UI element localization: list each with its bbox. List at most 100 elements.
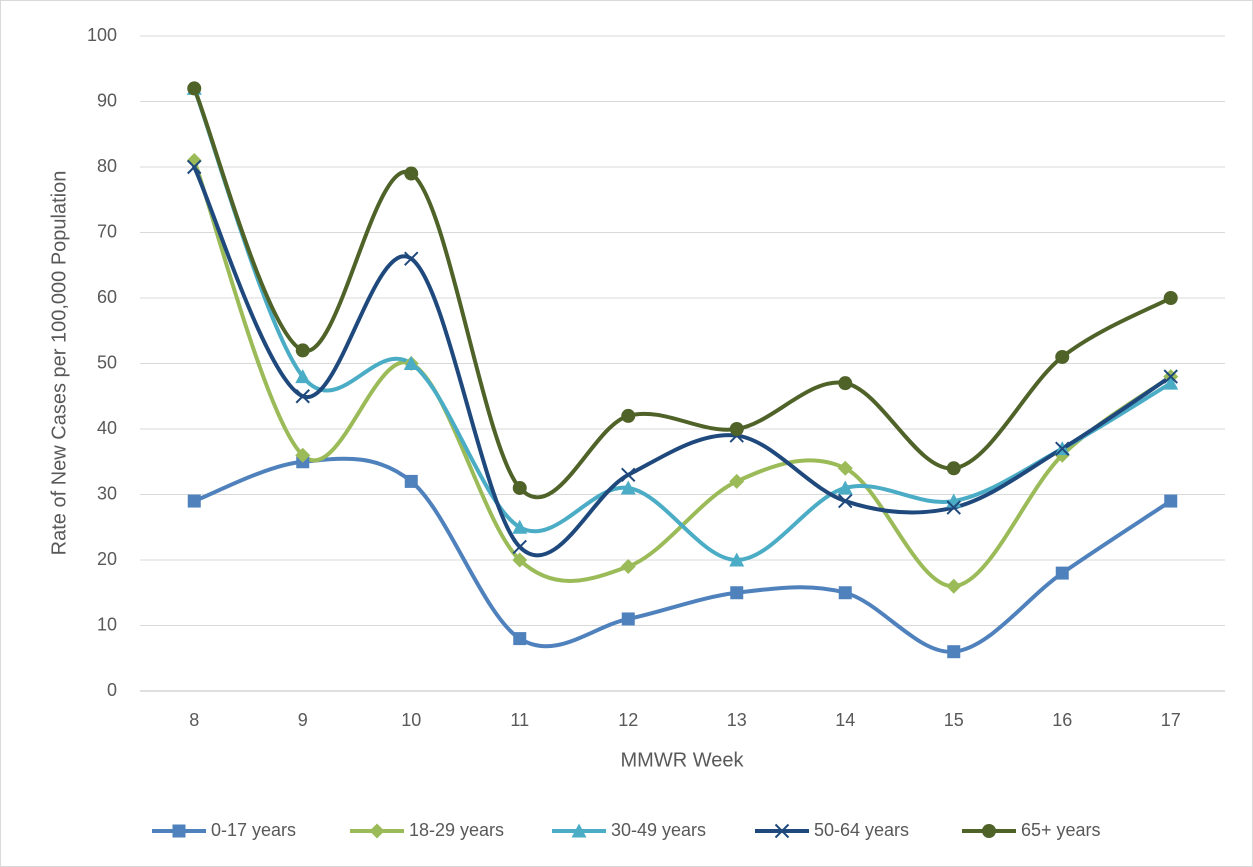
marker	[404, 474, 418, 488]
marker-shape	[571, 823, 587, 838]
series-line	[192, 165, 1173, 558]
y-tick-label: 20	[97, 549, 117, 569]
marker-shape	[187, 159, 202, 175]
y-axis-label: Rate of New Cases per 100,000 Population	[48, 171, 70, 556]
marker	[1163, 375, 1179, 390]
marker-shape	[621, 467, 636, 483]
marker-shape	[295, 447, 311, 463]
marker-shape	[512, 480, 527, 495]
marker	[946, 500, 961, 515]
marker-shape	[1163, 291, 1178, 305]
marker-shape	[946, 500, 961, 515]
marker	[187, 81, 202, 96]
marker	[774, 823, 790, 839]
marker-shape	[620, 480, 636, 495]
marker-shape	[172, 824, 186, 838]
marker	[837, 480, 853, 495]
marker-shape	[1055, 441, 1070, 456]
marker-shape	[513, 632, 527, 646]
series-line	[192, 86, 1173, 500]
marker-shape	[838, 376, 853, 391]
marker	[512, 519, 528, 534]
marker-shape	[1055, 349, 1070, 364]
x-tick-label: 9	[298, 710, 308, 730]
y-tick-label: 50	[97, 352, 117, 372]
marker-shape	[404, 251, 419, 266]
marker	[295, 389, 310, 404]
x-tick-label: 11	[510, 710, 529, 730]
marker-shape	[369, 823, 385, 839]
marker-shape	[187, 494, 201, 508]
x-tick-label: 8	[189, 710, 199, 730]
marker	[837, 460, 853, 476]
marker-shape	[837, 480, 853, 495]
y-tick-label: 0	[107, 680, 117, 700]
marker-shape	[512, 519, 528, 534]
legend-label: 30-49 years	[611, 820, 706, 840]
series-line	[192, 158, 1173, 589]
marker	[838, 493, 853, 509]
marker-shape	[404, 474, 418, 488]
marker	[512, 552, 528, 568]
y-tick-label: 70	[97, 221, 117, 241]
marker-shape	[729, 473, 745, 489]
marker-shape	[730, 586, 744, 600]
marker	[403, 356, 419, 370]
marker	[187, 494, 201, 508]
marker-shape	[187, 81, 202, 96]
marker-shape	[403, 356, 419, 370]
marker	[404, 166, 419, 181]
marker	[838, 586, 852, 600]
marker-shape	[837, 460, 853, 476]
marker	[621, 612, 635, 626]
x-tick-label: 14	[835, 710, 855, 730]
marker	[295, 369, 311, 384]
x-tick-label: 17	[1161, 710, 1181, 730]
marker-shape	[947, 645, 961, 659]
marker	[729, 422, 744, 436]
marker-shape	[295, 369, 311, 384]
marker	[404, 251, 419, 266]
marker	[187, 159, 202, 175]
marker-shape	[946, 461, 961, 476]
x-tick-label: 13	[727, 710, 747, 730]
legend-label: 18-29 years	[409, 820, 504, 840]
marker	[513, 632, 527, 646]
y-tick-label: 40	[97, 418, 117, 438]
legend-label: 65+ years	[1021, 820, 1101, 840]
y-tick-label: 90	[97, 90, 117, 110]
marker-shape	[838, 493, 853, 509]
marker-shape	[621, 612, 635, 626]
marker	[295, 343, 310, 358]
marker	[369, 823, 385, 839]
series-line	[192, 456, 1173, 654]
legend-label: 0-17 years	[211, 820, 296, 840]
marker	[947, 645, 961, 659]
marker	[1163, 369, 1178, 384]
marker-shape	[1163, 375, 1179, 390]
x-tick-label: 15	[944, 710, 964, 730]
marker	[1163, 291, 1178, 305]
marker-shape	[1163, 369, 1178, 384]
marker	[946, 578, 962, 594]
x-tick-label: 10	[401, 710, 421, 730]
marker-shape	[729, 552, 745, 567]
marker-shape	[295, 343, 310, 358]
marker	[838, 376, 853, 391]
marker	[571, 823, 587, 838]
marker	[621, 408, 636, 423]
marker	[946, 461, 961, 476]
marker	[172, 824, 186, 838]
marker	[620, 480, 636, 495]
legend-label: 50-64 years	[814, 820, 909, 840]
marker-shape	[512, 539, 527, 555]
marker	[620, 559, 636, 575]
marker	[512, 480, 527, 495]
marker	[1055, 441, 1070, 456]
marker	[1055, 566, 1069, 580]
marker	[295, 447, 311, 463]
y-tick-label: 100	[87, 25, 117, 45]
marker	[1055, 349, 1070, 364]
